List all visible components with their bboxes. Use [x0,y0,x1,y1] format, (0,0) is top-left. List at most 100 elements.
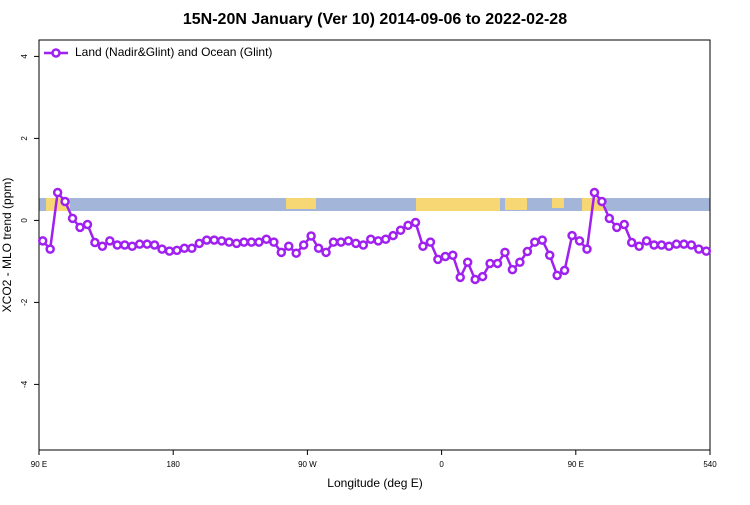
data-point [224,237,234,247]
data-point [582,244,592,254]
data-point [448,250,458,260]
data-point [134,239,145,249]
data-point [388,230,398,241]
data-point [455,272,465,283]
data-point [336,237,346,247]
data-point [403,220,413,231]
data-point [105,236,115,246]
data-point [373,236,383,246]
data-point [559,265,570,276]
data-point [425,237,436,247]
data-point [470,274,480,285]
legend-label: Land (Nadir&Glint) and Ocean (Glint) [75,45,272,59]
y-tick-label: 4 [20,54,29,59]
data-point [694,244,704,254]
data-point [589,187,600,198]
x-tick-label: 90 E [31,460,47,469]
data-point [671,239,682,249]
data-point [612,222,622,233]
data-point [187,243,197,254]
data-point [552,270,562,281]
data-point [328,237,339,247]
data-point [619,219,630,230]
data-point [380,234,391,245]
data-point [231,238,242,249]
data-point [626,237,637,248]
data-point [164,246,175,256]
data-point [440,251,451,262]
y-tick-label: -2 [20,298,29,306]
data-point [52,187,63,198]
data-point [507,264,518,275]
data-point [462,257,473,267]
data-point [492,258,503,269]
data-point [433,254,443,265]
data-point [641,236,652,246]
data-point [127,241,137,251]
data-point [209,235,219,245]
data-point [679,239,689,249]
data-point [60,196,70,207]
data-point [522,246,533,257]
data-point [179,243,190,254]
y-tick-label: -4 [20,380,29,388]
data-point [313,243,324,254]
x-tick-label: 540 [703,460,717,469]
data-point [254,237,264,247]
data-point [172,245,182,256]
data-point [604,213,615,224]
data-point [119,240,130,250]
data-point [157,244,167,254]
chart-title: 15N-20N January (Ver 10) 2014-09-06 to 2… [183,11,567,28]
data-point [664,241,674,251]
data-point [291,248,301,258]
data-point [567,230,577,241]
x-tick-label: 90 E [568,460,584,469]
data-point [656,240,667,250]
data-point [686,240,697,250]
data-point [261,234,272,245]
data-point [194,238,205,249]
data-point [246,237,257,247]
data-point [216,236,227,246]
data-point [515,257,525,267]
data-point [67,213,78,224]
data-point [574,236,585,246]
data-point [477,271,488,282]
data-point [410,217,421,228]
data-point [544,250,555,260]
data-point [701,246,712,256]
plot-frame [38,39,711,451]
data-point [97,241,108,251]
data-point [649,240,659,250]
data-point [90,237,100,248]
data-point [149,240,160,250]
data-point [351,238,361,249]
data-point [500,247,510,258]
land-patch [416,198,500,211]
data-point [45,244,55,254]
data-point [597,196,607,207]
data-point [634,241,644,251]
data-point [343,236,354,246]
data-point [142,239,152,249]
data-point [366,234,376,245]
y-tick-label: 0 [20,218,29,223]
y-axis-label: XCO2 - MLO trend (ppm) [0,178,14,313]
land-patch [505,198,527,210]
data-point [239,237,249,247]
data-point [202,235,212,245]
x-tick-label: 180 [167,460,181,469]
data-point [276,247,287,258]
y-tick-label: 2 [20,136,29,141]
data-point [485,258,495,269]
data-point [395,225,406,235]
x-tick-label: 90 W [298,460,317,469]
land-patch [552,198,564,208]
legend-marker [51,48,61,58]
ocean-band [39,198,710,211]
x-tick-label: 0 [439,460,444,469]
data-point [75,222,85,233]
data-point [321,247,331,258]
